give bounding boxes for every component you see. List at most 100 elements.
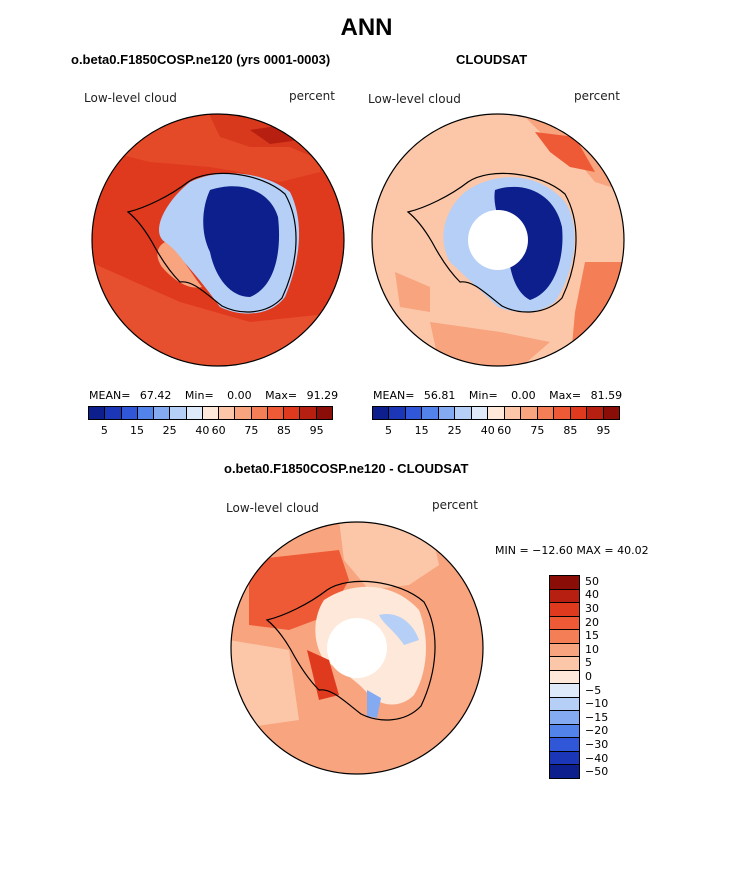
colorbar-swatch [550,697,579,712]
colorbar-swatch [219,407,236,419]
colorbar-tick-label: 15 [130,424,144,437]
colorbar-tick-label: 15 [585,629,599,643]
panel-obs-variable-label: Low-level cloud [368,92,461,106]
colorbar-swatch [154,407,171,419]
map-fill-antarctic-min [203,186,280,297]
map-border [371,113,625,367]
colorbar-swatch [300,407,317,419]
colorbar-swatch [550,724,579,739]
colorbar-swatch [455,407,472,419]
stat-mean-label: MEAN= [373,389,415,402]
colorbar-swatch [537,407,555,419]
map-border [230,521,484,775]
stat-min-label: Min= [468,389,498,402]
colorbar-tick-label: 75 [530,424,545,437]
colorbar-tick-label: −15 [585,710,609,724]
colorbar-swatch [550,616,579,631]
colorbar-swatch [521,407,538,419]
panel-model-colorbar-ticks: 5 15 25 40 60 75 85 95 [88,424,333,438]
colorbar-tick-label: 5 [100,424,108,437]
page-title: ANN [340,14,393,41]
colorbar-tick-label: 60 [211,424,226,437]
colorbar-tick-label: 95 [596,424,611,437]
map-fill-antarctic-positive [307,650,339,700]
colorbar-swatch [587,407,604,419]
map-missing-data-hole [468,210,528,270]
map-fill-band [231,640,299,730]
colorbar-tick-label: 60 [497,424,512,437]
antarctica-coastline [406,172,577,313]
panel-obs-subtitle: CLOUDSAT [456,52,528,67]
colorbar-swatch [316,407,332,419]
panel-diff-subtitle: o.beta0.F1850COSP.ne120 - CLOUDSAT [224,461,469,476]
map-fill-band [395,272,430,312]
panel-obs-units-label: percent [574,89,620,103]
panel-diff-variable-label: Low-level cloud [226,501,319,515]
colorbar-swatch [422,407,439,419]
colorbar-swatch [550,670,579,685]
map-fill-band [535,132,595,172]
colorbar-tick-label: −20 [585,724,609,738]
panel-obs-colorbar-ticks: 5 15 25 40 60 75 85 95 [372,424,620,438]
colorbar-tick-label: 5 [585,656,592,670]
stat-max-label: Max= [265,389,298,402]
colorbar-swatch [603,407,620,419]
colorbar-tick-label: −30 [585,738,609,751]
colorbar-swatch [550,643,579,658]
colorbar-swatch [235,407,252,419]
colorbar-swatch [570,407,588,419]
colorbar-tick-label: 30 [585,602,599,615]
colorbar-tick-label: −40 [585,751,609,765]
colorbar-tick-label: 15 [414,424,429,437]
colorbar-swatch [251,407,268,419]
panel-model-subtitle: o.beta0.F1850COSP.ne120 (yrs 0001-0003) [71,52,331,67]
colorbar-tick-label: 75 [244,424,259,437]
panel-obs-stats: MEAN= 56.81 Min= 0.00 Max= 81.59 [373,389,622,402]
panel-model-polar-map [91,113,345,367]
colorbar-tick-label: 20 [585,615,599,629]
colorbar-swatch [438,407,456,419]
antarctica-coastline [126,172,297,313]
map-fill-band [430,322,550,366]
stat-min-value: 0.00 [511,389,536,402]
map-missing-data-hole [327,618,387,678]
map-fill-ross-sea [157,242,202,288]
colorbar-swatch [550,765,579,778]
colorbar-swatch [284,407,301,419]
colorbar-tick-label: 50 [585,574,599,588]
colorbar-swatch [550,657,579,671]
antarctica-coastline [265,580,436,721]
stat-mean-value: 67.42 [139,389,172,402]
colorbar-swatch [202,407,220,419]
panel-model-variable-label: Low-level cloud [84,91,177,105]
colorbar-swatch [170,407,187,419]
map-fill-antarctic-negative [379,614,419,645]
colorbar-tick-label: 0 [585,670,592,683]
colorbar-swatch [89,407,106,419]
stat-max-value: 91.29 [306,389,339,402]
colorbar-swatch [389,407,406,419]
colorbar-swatch [554,407,571,419]
panel-diff-colorbar [549,575,580,779]
panel-model-colorbar [88,406,333,420]
stat-mean-label: MEAN= [89,389,131,402]
map-fill-band [92,262,344,366]
colorbar-swatch [471,407,489,419]
colorbar-swatch [550,738,579,752]
colorbar-swatch [373,407,390,419]
colorbar-tick-label: 10 [585,642,599,656]
stat-min-value: 0.00 [227,389,252,402]
stat-max-label: Max= [549,389,582,402]
panel-diff-units-label: percent [432,498,478,512]
colorbar-swatch [550,630,579,644]
stat-mean-value: 56.81 [423,389,456,402]
colorbar-swatch [550,603,579,617]
colorbar-tick-label: 25 [447,424,462,437]
colorbar-tick-label: 40 [195,424,210,437]
colorbar-swatch [405,407,423,419]
colorbar-swatch [550,684,579,698]
panel-model-stats: MEAN= 67.42 Min= 0.00 Max= 91.29 [89,389,338,402]
panel-model-units-label: percent [289,89,335,103]
colorbar-swatch [550,589,579,604]
colorbar-swatch [504,407,522,419]
